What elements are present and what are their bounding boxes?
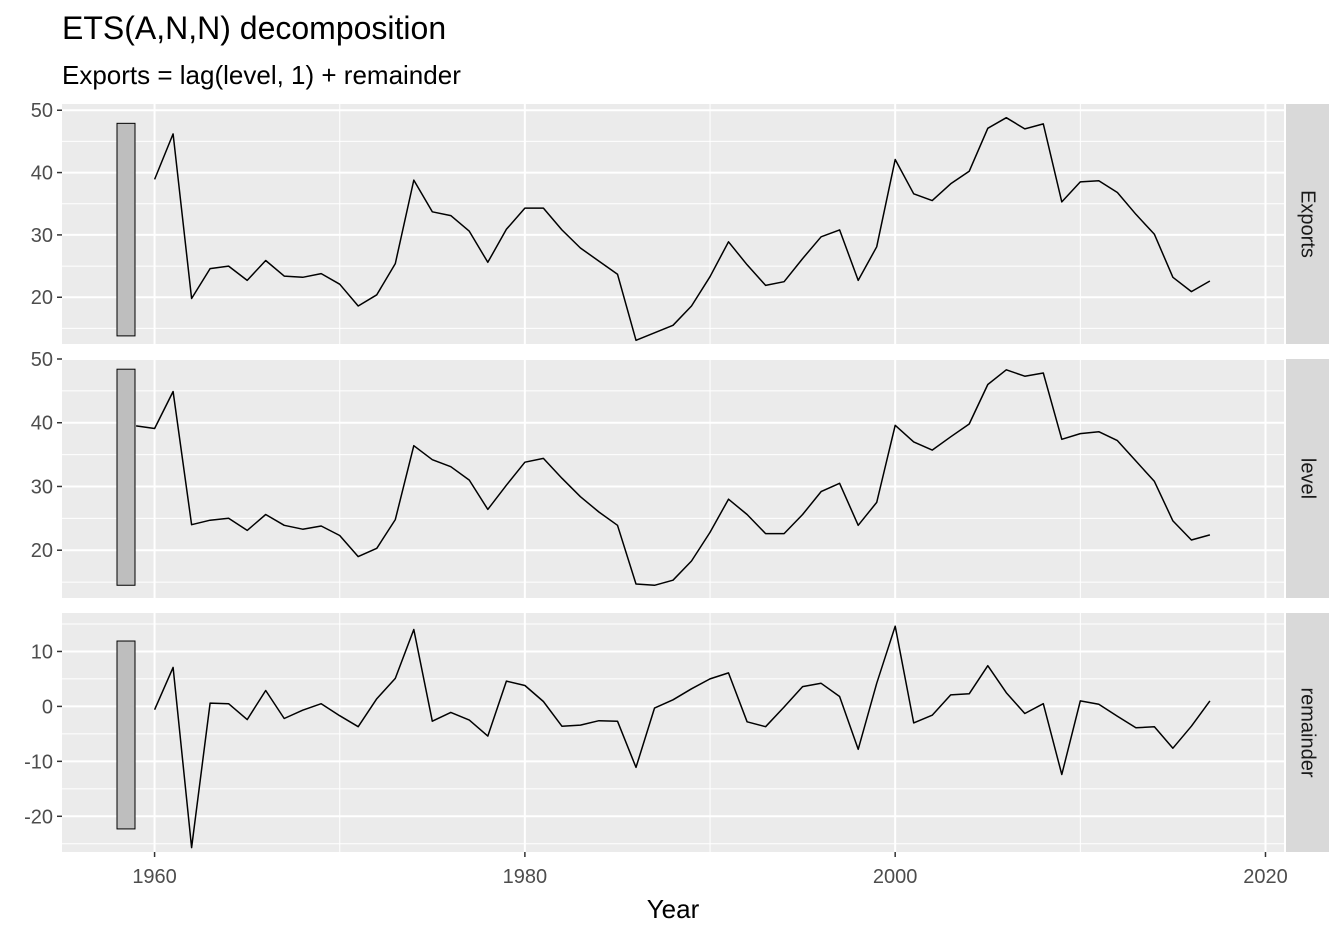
y-tick-label: 30 bbox=[31, 225, 53, 247]
scale-bar bbox=[116, 368, 136, 586]
facet-strip-label: Exports bbox=[1297, 190, 1319, 258]
y-tick-label: 40 bbox=[31, 413, 53, 435]
facet-strip bbox=[1286, 613, 1329, 852]
panel-background bbox=[62, 104, 1284, 344]
y-tick-label: -20 bbox=[24, 806, 53, 828]
panel-background bbox=[62, 359, 1284, 598]
scale-bar bbox=[116, 122, 136, 337]
facet-strip bbox=[1286, 104, 1329, 344]
y-tick-label: 20 bbox=[31, 540, 53, 562]
x-tick-label: 2000 bbox=[873, 866, 918, 888]
series-line-exports bbox=[153, 116, 1211, 342]
facet-strip-label: remainder bbox=[1297, 687, 1319, 777]
chart-title: ETS(A,N,N) decomposition bbox=[62, 10, 447, 46]
x-axis: 1960 1980 2000 2020 Year bbox=[132, 852, 1288, 924]
facet-strip-label: level bbox=[1297, 458, 1319, 499]
x-tick-label: 2020 bbox=[1243, 866, 1288, 888]
series-line-level bbox=[135, 369, 1211, 587]
panel-level: 20 30 40 50 level bbox=[31, 349, 1329, 598]
y-tick-label: 20 bbox=[31, 287, 53, 309]
x-tick-label: 1960 bbox=[132, 866, 177, 888]
x-axis-label: Year bbox=[647, 894, 700, 924]
y-tick-label: 50 bbox=[31, 100, 53, 122]
y-tick-label: 50 bbox=[31, 349, 53, 371]
facet-strip bbox=[1286, 359, 1329, 598]
series-line-remainder bbox=[153, 625, 1211, 849]
x-tick-label: 1980 bbox=[503, 866, 548, 888]
y-tick-label: -10 bbox=[24, 751, 53, 773]
panel-remainder: 10 0 -10 -20 remainder bbox=[24, 613, 1329, 852]
scale-bar bbox=[116, 640, 136, 830]
y-tick-label: 10 bbox=[31, 641, 53, 663]
panel-exports: 20 30 40 50 Exports bbox=[31, 100, 1329, 344]
y-tick-label: 40 bbox=[31, 163, 53, 185]
chart-subtitle: Exports = lag(level, 1) + remainder bbox=[62, 60, 461, 90]
y-tick-label: 0 bbox=[42, 696, 53, 718]
y-tick-label: 30 bbox=[31, 476, 53, 498]
